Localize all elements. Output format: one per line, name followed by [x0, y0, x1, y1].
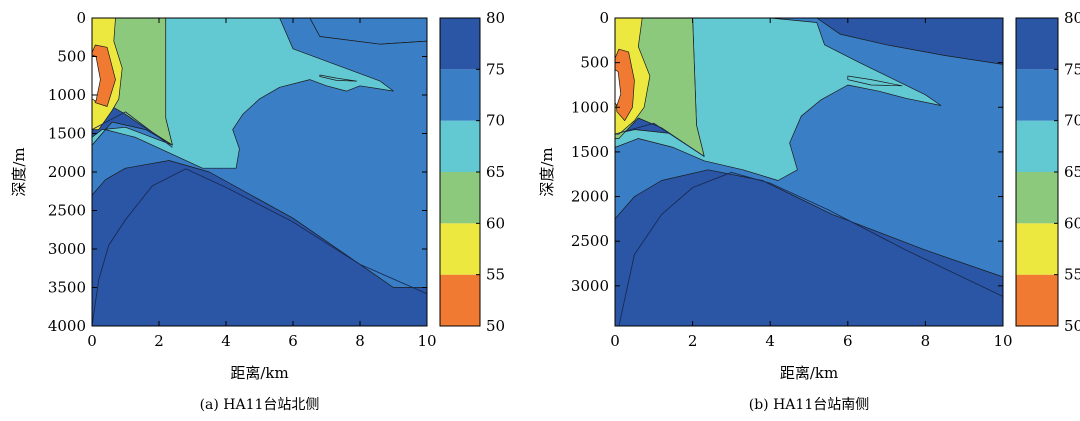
panel-caption: (b) HA11台站南侧 [749, 397, 869, 413]
chart-panel-b: 0 2 4 6 8 10 0 500 1000 1500 2000 2500 3000 距离/km 深度/m… [538, 9, 1080, 413]
colorbar-band-70-75 [440, 69, 480, 121]
y-tick-label: 1000 [571, 98, 609, 116]
colorbar-band-65-70 [1016, 120, 1058, 172]
x-tick-label: 0 [87, 332, 97, 350]
x-tick-label: 8 [921, 332, 931, 350]
y-tick-label: 1000 [48, 86, 86, 104]
contour-line-1 [92, 168, 427, 326]
x-tick-label: 10 [417, 332, 436, 350]
contour-region-r65 [615, 18, 942, 181]
colorbar-tick-label: 60 [1064, 214, 1080, 232]
plot-frame [614, 17, 1004, 327]
contour-regions [615, 18, 1003, 326]
x-tick-label: 0 [610, 332, 620, 350]
colorbar-tick-label: 70 [1064, 112, 1080, 130]
colorbar-tick-label: 70 [486, 112, 505, 130]
y-tick-label: 1500 [571, 143, 609, 161]
colorbar-tick-label: 60 [486, 214, 505, 232]
colorbar-tick-label: 75 [486, 60, 505, 78]
colorbar-band-75-80 [440, 18, 480, 70]
y-axis-label: 深度/m [538, 147, 556, 196]
y-tick-label: 2500 [571, 232, 609, 250]
colorbar-tick-label: 80 [1064, 9, 1080, 27]
colorbar-band-75-80 [1016, 18, 1058, 70]
colorbar-band-50-55 [440, 274, 480, 326]
x-tick-label: 2 [688, 332, 698, 350]
y-tick-label: 500 [580, 54, 609, 72]
colorbar-tick-label: 50 [1064, 317, 1080, 335]
colorbar-band-55-60 [1016, 223, 1058, 275]
contour-region-hole [615, 69, 622, 106]
colorbar-band-60-65 [1016, 172, 1058, 224]
x-tick-label: 4 [765, 332, 775, 350]
x-tick-label: 6 [288, 332, 298, 350]
colorbar-band-65-70 [440, 120, 480, 172]
y-tick-label: 3500 [48, 279, 86, 297]
colorbar-tick-label: 65 [486, 163, 505, 181]
colorbar-tick-label: 75 [1064, 60, 1080, 78]
y-tick-label: 2500 [48, 202, 86, 220]
contour-regions [92, 18, 427, 326]
x-tick-label: 2 [154, 332, 164, 350]
colorbar-band-70-75 [1016, 69, 1058, 121]
colorbar-band-55-60 [440, 223, 480, 275]
contour-region-r65-streak [847, 75, 903, 87]
x-tick-label: 10 [993, 332, 1012, 350]
colorbar-tick-label: 50 [486, 317, 505, 335]
y-tick-label: 2000 [48, 163, 86, 181]
panel-caption: (a) HA11台站北侧 [200, 397, 320, 413]
x-tick-label: 4 [221, 332, 231, 350]
colorbar-tick-label: 80 [486, 9, 505, 27]
x-axis-label: 距离/km [780, 364, 838, 382]
y-tick-label: 3000 [48, 240, 86, 258]
contour-line-1 [618, 171, 1003, 326]
colorbar: 50 55 60 65 70 75 80 [1015, 9, 1080, 335]
y-tick-label: 500 [57, 48, 86, 66]
y-tick-label: 0 [76, 9, 86, 27]
colorbar: 50 55 60 65 70 75 80 [439, 9, 505, 335]
y-tick-label: 4000 [48, 317, 86, 335]
x-tick-label: 6 [843, 332, 853, 350]
y-tick-label: 2000 [571, 188, 609, 206]
chart-panel-a: 0 2 4 6 8 10 0 500 1000 1500 2000 2500 3000 3500 4000 距… [10, 9, 505, 413]
x-tick-label: 8 [355, 332, 365, 350]
y-tick-label: 1500 [48, 125, 86, 143]
contour-region-r65-streak [319, 74, 358, 82]
colorbar-tick-label: 65 [1064, 163, 1080, 181]
y-tick-label: 3000 [571, 277, 609, 295]
colorbar-tick-label: 55 [486, 266, 505, 284]
y-tick-label: 0 [599, 9, 609, 27]
y-axis-label: 深度/m [10, 147, 28, 196]
colorbar-band-60-65 [440, 172, 480, 224]
contour-region-r50 [615, 48, 635, 122]
x-axis-label: 距离/km [230, 364, 288, 382]
colorbar-band-50-55 [1016, 274, 1058, 326]
contour-line-2 [92, 111, 173, 148]
colorbar-tick-label: 55 [1064, 266, 1080, 284]
contour-line-2 [615, 122, 705, 157]
